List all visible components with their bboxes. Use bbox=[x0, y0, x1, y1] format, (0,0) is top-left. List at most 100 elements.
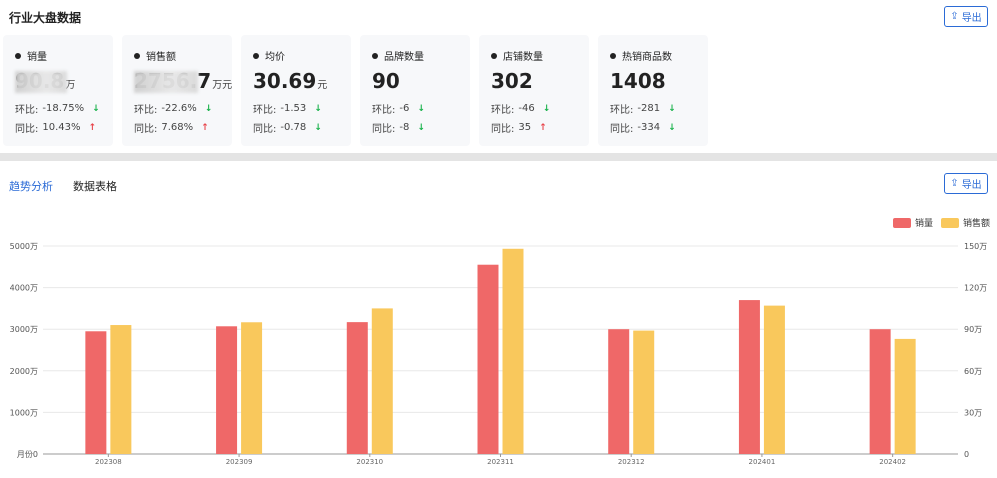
x-tick-label: 202311 bbox=[487, 458, 514, 466]
metric-card: 销量 90.8万 环比: -18.75% ↓ 同比: 10.43% ↑ bbox=[3, 35, 113, 146]
y-left-tick-label: 月份0 bbox=[17, 449, 38, 459]
metric-yoy: 同比: -334 ↓ bbox=[610, 120, 676, 135]
yoy-label: 同比: bbox=[253, 124, 277, 135]
bar-sales-amount bbox=[241, 322, 263, 454]
mom-value: -1.53 bbox=[280, 103, 307, 114]
mom-label: 环比: bbox=[491, 105, 515, 116]
bar-sales-amount bbox=[763, 305, 785, 454]
x-tick-label: 202402 bbox=[879, 458, 906, 466]
metric-yoy: 同比: -8 ↓ bbox=[372, 120, 425, 135]
yoy-label: 同比: bbox=[372, 124, 396, 135]
upload-icon: ⇪ bbox=[950, 10, 959, 22]
export-button[interactable]: ⇪ 导出 bbox=[944, 6, 988, 27]
privacy-mask bbox=[134, 71, 198, 93]
arrow-up-icon: ↑ bbox=[201, 122, 209, 133]
metric-title-text: 销售额 bbox=[146, 52, 176, 63]
metric-yoy: 同比: 10.43% ↑ bbox=[15, 120, 96, 135]
bar-sales-amount bbox=[371, 308, 393, 454]
metric-yoy: 同比: -0.78 ↓ bbox=[253, 120, 322, 135]
export-label: 导出 bbox=[961, 13, 982, 24]
metric-card: 品牌数量 90 环比: -6 ↓ 同比: -8 ↓ bbox=[360, 35, 470, 146]
metric-unit: 万元 bbox=[212, 80, 233, 91]
bullet-icon bbox=[134, 52, 140, 59]
upload-icon: ⇪ bbox=[950, 177, 959, 189]
mom-value: -18.75% bbox=[42, 103, 85, 114]
yoy-label: 同比: bbox=[610, 124, 634, 135]
arrow-down-icon: ↓ bbox=[668, 122, 676, 133]
metric-unit: 元 bbox=[317, 80, 328, 91]
export-label: 导出 bbox=[961, 180, 982, 191]
metric-value: 30.69元 bbox=[253, 69, 327, 93]
metric-value-number: 302 bbox=[491, 69, 533, 93]
section-divider bbox=[0, 153, 997, 161]
metric-value-number: 1408 bbox=[610, 69, 666, 93]
metric-unit: 万 bbox=[65, 80, 76, 91]
metric-title-text: 店铺数量 bbox=[503, 52, 543, 63]
y-right-tick-label: 90万 bbox=[964, 325, 982, 334]
bar-sales-volume bbox=[346, 322, 368, 454]
metric-mom: 环比: -22.6% ↓ bbox=[134, 101, 212, 116]
legend-item-sales-amount[interactable]: 销售额 bbox=[941, 216, 990, 229]
metric-mom: 环比: -6 ↓ bbox=[372, 101, 425, 116]
mom-label: 环比: bbox=[610, 105, 634, 116]
yoy-label: 同比: bbox=[491, 124, 515, 135]
bar-sales-amount bbox=[502, 248, 524, 454]
mom-label: 环比: bbox=[134, 105, 158, 116]
tab-trend-analysis[interactable]: 趋势分析 bbox=[9, 180, 53, 193]
mom-label: 环比: bbox=[372, 105, 396, 116]
mom-value: -6 bbox=[399, 103, 410, 114]
export-button[interactable]: ⇪ 导出 bbox=[944, 173, 988, 194]
yoy-label: 同比: bbox=[15, 124, 39, 135]
arrow-up-icon: ↑ bbox=[539, 122, 547, 133]
y-right-tick-label: 150万 bbox=[964, 242, 987, 251]
yoy-value: 10.43% bbox=[42, 122, 81, 133]
y-left-tick-label: 1000万 bbox=[10, 408, 38, 417]
metric-value: 90 bbox=[372, 69, 401, 93]
arrow-down-icon: ↓ bbox=[542, 103, 551, 114]
arrow-down-icon: ↓ bbox=[314, 103, 322, 114]
metric-mom: 环比: -46 ↓ bbox=[491, 101, 550, 116]
legend-swatch bbox=[893, 217, 911, 228]
bar-sales-volume bbox=[477, 264, 499, 454]
arrow-down-icon: ↓ bbox=[314, 122, 322, 133]
metric-mom: 环比: -281 ↓ bbox=[610, 101, 676, 116]
bar-sales-amount bbox=[110, 325, 132, 454]
bar-sales-volume bbox=[85, 331, 107, 454]
bar-sales-amount bbox=[633, 330, 655, 454]
metric-title-text: 品牌数量 bbox=[384, 52, 424, 63]
mom-value: -46 bbox=[518, 103, 535, 114]
yoy-value: -334 bbox=[637, 122, 661, 133]
mom-label: 环比: bbox=[15, 105, 39, 116]
metric-cards: 销量 90.8万 环比: -18.75% ↓ 同比: 10.43% ↑ 销售额 … bbox=[3, 35, 708, 146]
chart-legend: 销量 销售额 bbox=[893, 216, 990, 229]
tab-data-table[interactable]: 数据表格 bbox=[73, 180, 117, 193]
y-right-tick-label: 60万 bbox=[964, 367, 982, 376]
y-right-tick-label: 120万 bbox=[964, 284, 987, 293]
metric-yoy: 同比: 7.68% ↑ bbox=[134, 120, 209, 135]
metric-yoy: 同比: 35 ↑ bbox=[491, 120, 547, 135]
metric-card: 店铺数量 302 环比: -46 ↓ 同比: 35 ↑ bbox=[479, 35, 589, 146]
view-tabs: 趋势分析 数据表格 bbox=[9, 178, 117, 194]
arrow-down-icon: ↓ bbox=[92, 103, 100, 114]
y-right-tick-label: 0 bbox=[964, 450, 969, 459]
y-left-tick-label: 4000万 bbox=[10, 284, 38, 293]
bullet-icon bbox=[15, 52, 21, 59]
metric-card: 热销商品数 1408 环比: -281 ↓ 同比: -334 ↓ bbox=[598, 35, 708, 146]
metric-title: 均价 bbox=[253, 48, 285, 63]
yoy-value: 7.68% bbox=[161, 122, 194, 133]
bullet-icon bbox=[610, 52, 616, 59]
legend-swatch bbox=[941, 217, 960, 228]
privacy-mask bbox=[15, 71, 67, 93]
y-left-tick-label: 2000万 bbox=[10, 367, 38, 376]
metric-value: 1408 bbox=[610, 69, 667, 93]
bar-sales-volume bbox=[869, 329, 891, 454]
bullet-icon bbox=[491, 52, 497, 59]
metric-value-number: 90 bbox=[372, 69, 400, 93]
trend-bar-chart: 月份0 0 1000万 30万 2000万 60万 3000万 90万 4000万 120万 500… bbox=[10, 242, 988, 466]
metric-value: 302 bbox=[491, 69, 534, 93]
x-tick-label: 202308 bbox=[95, 458, 122, 466]
yoy-label: 同比: bbox=[134, 124, 158, 135]
arrow-down-icon: ↓ bbox=[668, 103, 676, 114]
legend-item-sales-volume[interactable]: 销量 bbox=[893, 216, 933, 229]
y-left-tick-label: 5000万 bbox=[10, 242, 38, 251]
